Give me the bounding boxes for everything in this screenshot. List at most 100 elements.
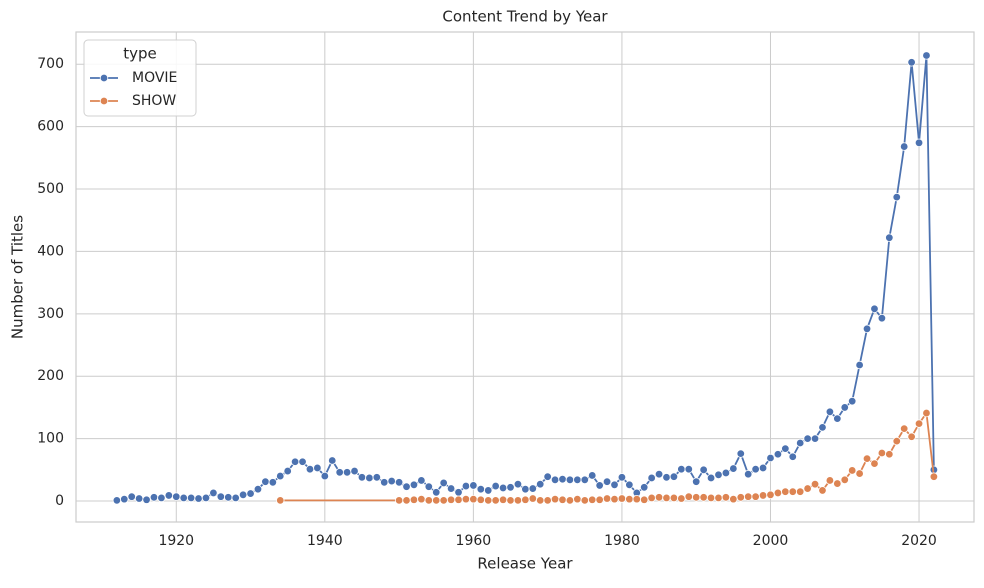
data-point: [818, 423, 827, 432]
x-tick-label: 1940: [307, 533, 343, 549]
data-point: [892, 436, 901, 446]
data-point: [134, 494, 144, 503]
data-point: [580, 496, 589, 505]
data-point: [654, 493, 664, 502]
x-tick-label: 2020: [901, 533, 937, 549]
y-tick-label: 0: [55, 493, 64, 509]
data-point: [543, 472, 552, 481]
data-point: [588, 471, 597, 480]
data-point: [736, 493, 745, 502]
data-point: [290, 457, 300, 466]
data-point: [751, 465, 760, 474]
legend: type MOVIE SHOW: [83, 39, 197, 117]
y-tick-label: 600: [37, 119, 64, 135]
data-point: [142, 495, 151, 504]
data-point: [588, 495, 597, 504]
data-point: [439, 496, 448, 505]
data-point: [573, 494, 582, 504]
data-point: [179, 493, 188, 503]
data-point: [647, 473, 656, 483]
data-point: [877, 313, 887, 323]
chart-title: Content Trend by Year: [442, 8, 608, 26]
data-point: [402, 482, 411, 491]
data-point: [810, 434, 820, 443]
data-point: [305, 465, 315, 474]
data-point: [484, 486, 493, 495]
data-point: [112, 496, 122, 505]
data-point: [439, 478, 448, 488]
data-point: [803, 434, 812, 443]
data-point: [238, 490, 248, 499]
data-point: [409, 495, 419, 504]
data-point: [766, 490, 775, 499]
data-point: [476, 484, 486, 494]
data-point: [432, 488, 441, 497]
data-point: [855, 360, 864, 370]
data-point: [840, 475, 849, 485]
data-point: [350, 466, 359, 476]
data-point: [424, 482, 434, 491]
data-point: [625, 494, 634, 504]
y-tick-label: 200: [37, 368, 64, 384]
data-point: [320, 471, 330, 481]
data-point: [565, 496, 575, 505]
data-point: [127, 492, 136, 501]
data-point: [721, 493, 731, 502]
data-point: [662, 473, 671, 482]
data-point: [186, 493, 196, 503]
data-point: [758, 491, 768, 500]
legend-marker: [99, 96, 109, 106]
data-point: [617, 494, 627, 503]
data-point: [699, 493, 708, 502]
data-point: [224, 493, 233, 502]
data-point: [558, 495, 567, 504]
legend-label: MOVIE: [132, 70, 177, 86]
data-point: [617, 473, 627, 482]
data-point: [513, 496, 523, 505]
data-point: [922, 408, 931, 418]
data-point: [498, 495, 508, 504]
data-point: [662, 493, 671, 503]
data-point: [766, 453, 775, 463]
data-point: [194, 494, 203, 503]
data-point: [833, 479, 842, 488]
data-point: [602, 477, 612, 486]
data-point: [885, 450, 894, 459]
data-point: [446, 495, 456, 504]
data-point: [209, 488, 218, 498]
data-point: [862, 324, 872, 333]
data-point: [565, 475, 575, 485]
data-point: [484, 496, 493, 505]
data-point: [417, 476, 426, 485]
data-point: [342, 468, 352, 477]
data-point: [328, 456, 337, 465]
data-point: [788, 487, 797, 496]
data-point: [157, 493, 166, 503]
legend-marker: [99, 73, 109, 83]
data-point: [536, 496, 545, 505]
data-point: [298, 457, 307, 466]
data-point: [899, 142, 909, 151]
data-point: [498, 483, 508, 493]
data-point: [394, 496, 404, 505]
data-point: [446, 484, 456, 493]
data-point: [172, 492, 181, 501]
data-point: [922, 51, 931, 60]
data-point: [899, 424, 909, 433]
data-point: [825, 407, 835, 416]
data-point: [810, 479, 820, 489]
y-axis-label: Number of Titles: [9, 215, 27, 339]
data-point: [149, 493, 159, 502]
y-tick-label: 400: [37, 243, 64, 259]
data-point: [454, 495, 463, 504]
data-point: [365, 473, 374, 483]
data-point: [409, 480, 419, 490]
data-point: [454, 488, 463, 497]
data-point: [862, 454, 872, 463]
data-point: [543, 496, 552, 505]
data-point: [699, 465, 708, 475]
data-point: [521, 495, 530, 504]
data-point: [491, 481, 500, 491]
data-point: [625, 480, 634, 490]
